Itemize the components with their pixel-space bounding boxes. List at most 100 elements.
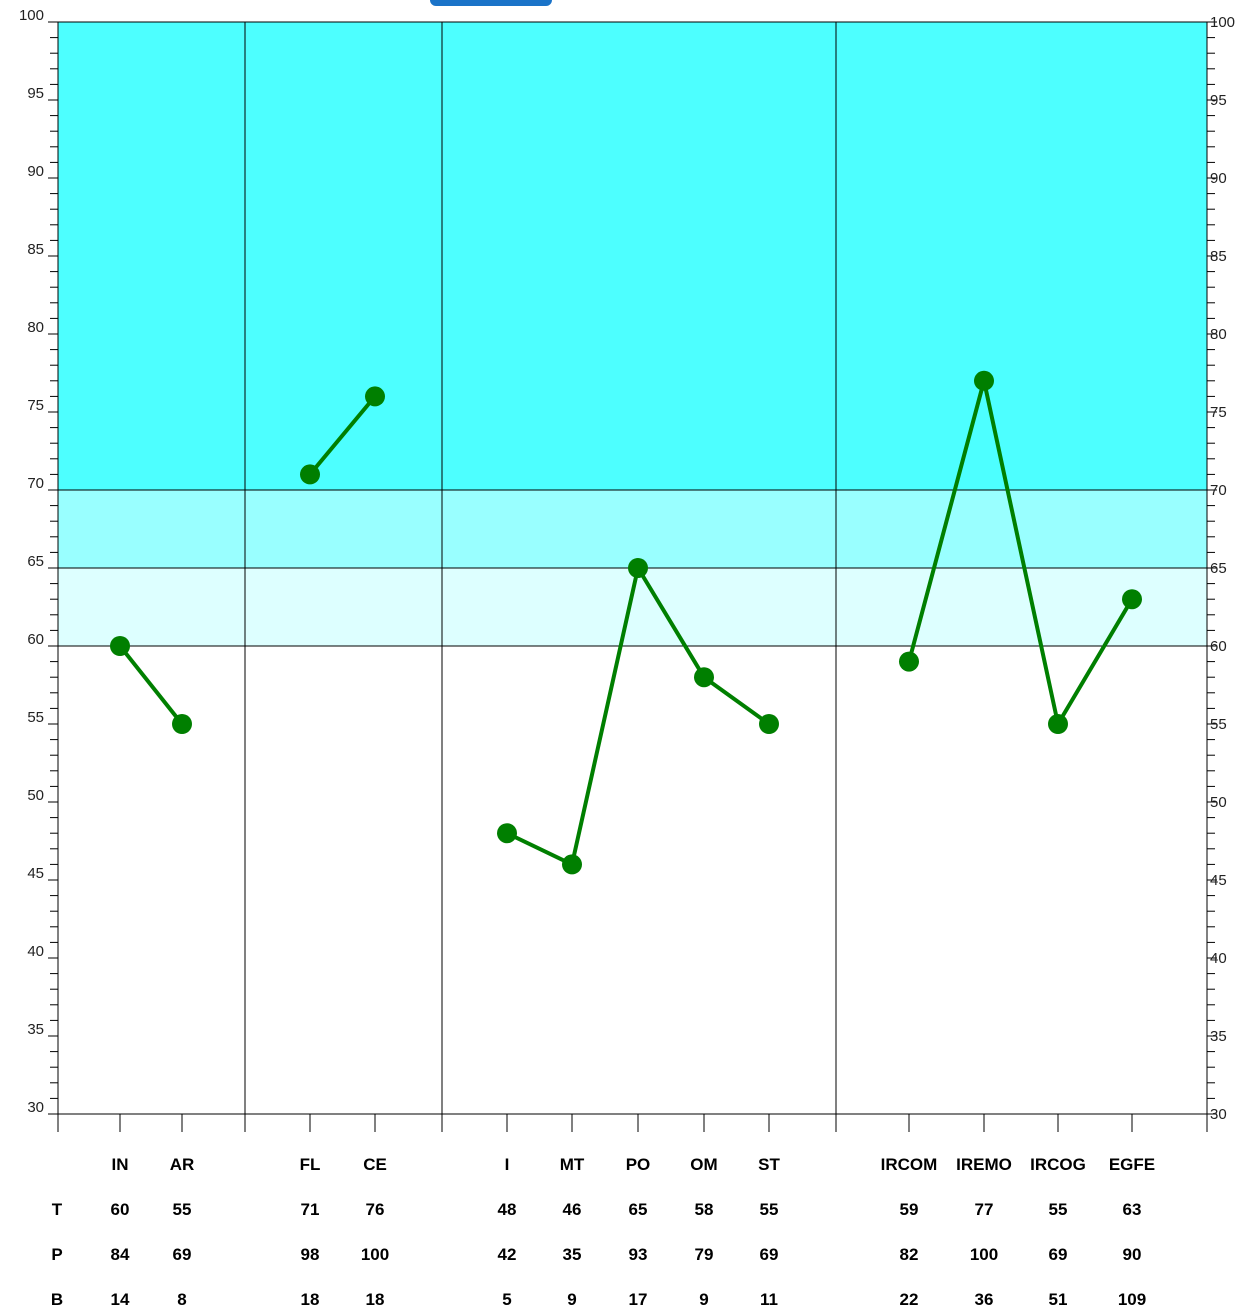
category-label-IREMO: IREMO [956, 1155, 1012, 1174]
y-tick-label-left: 85 [27, 241, 44, 258]
y-tick-label-right: 85 [1210, 248, 1227, 265]
data-point-IRCOM [899, 651, 919, 672]
category-label-EGFE: EGFE [1109, 1155, 1155, 1174]
y-tick-label-left: 35 [27, 1021, 44, 1038]
table-cell: 9 [699, 1290, 708, 1309]
y-tick-label-right: 100 [1210, 14, 1235, 31]
table-cell: 90 [1123, 1245, 1142, 1264]
y-tick-label-left: 30 [27, 1099, 44, 1116]
table-cell: 59 [900, 1200, 919, 1219]
y-tick-label-left: 45 [27, 865, 44, 882]
data-point-AR [172, 714, 192, 734]
table-cell: 93 [629, 1245, 648, 1264]
series-line-group-1 [118, 644, 184, 726]
table-cell: 55 [173, 1200, 192, 1219]
table-cell: 18 [301, 1290, 320, 1309]
data-point-FL [300, 464, 320, 485]
data-point-ST [759, 714, 779, 734]
y-tick-label-left: 80 [27, 319, 44, 336]
data-point-I [497, 823, 517, 844]
table-cell: 18 [366, 1290, 385, 1309]
y-tick-label-right: 60 [1210, 638, 1227, 655]
band-65-70 [58, 490, 1207, 568]
table-cell: 11 [760, 1290, 778, 1309]
table-cell: 65 [629, 1200, 648, 1219]
data-point-IRCOG [1048, 714, 1068, 734]
data-point-IN [110, 636, 130, 656]
table-cell: 42 [498, 1245, 517, 1264]
data-point-IREMO [974, 370, 994, 391]
y-tick-label-right: 65 [1210, 560, 1227, 577]
y-tick-label-right: 30 [1210, 1106, 1227, 1123]
table-cell: 58 [695, 1200, 714, 1219]
category-label-I: I [505, 1155, 510, 1174]
y-tick-label-right: 70 [1210, 482, 1227, 499]
y-tick-label-right: 80 [1210, 326, 1227, 343]
data-point-CE [365, 386, 385, 407]
table-cell: 5 [502, 1290, 511, 1309]
category-label-IRCOM: IRCOM [881, 1155, 938, 1174]
category-label-ST: ST [758, 1155, 780, 1174]
table-row-label-B: B [51, 1290, 63, 1309]
band-60-65 [58, 568, 1207, 646]
data-point-OM [694, 667, 714, 688]
table-row-label-P: P [51, 1245, 62, 1264]
category-label-CE: CE [363, 1155, 387, 1174]
table-cell: 55 [760, 1200, 779, 1219]
y-tick-label-right: 75 [1210, 404, 1227, 421]
table-cell: 48 [498, 1200, 517, 1219]
category-label-IN: IN [112, 1155, 129, 1174]
data-point-PO [628, 558, 648, 578]
category-label-FL: FL [300, 1155, 321, 1174]
y-tick-label-left: 60 [27, 631, 44, 648]
table-cell: 17 [629, 1290, 648, 1309]
data-point-MT [562, 854, 582, 875]
table-cell: 60 [111, 1200, 130, 1219]
table-cell: 69 [173, 1245, 192, 1264]
table-row-label-T: T [52, 1200, 63, 1219]
series-line-group-2 [308, 395, 377, 476]
y-tick-label-right: 45 [1210, 872, 1227, 889]
y-tick-label-left: 50 [27, 787, 44, 804]
table-cell: 76 [366, 1200, 385, 1219]
table-cell: 100 [361, 1245, 389, 1264]
table-cell: 69 [1049, 1245, 1068, 1264]
axes-layer [48, 21, 1217, 1132]
y-tick-label-left: 75 [27, 397, 44, 414]
y-tick-label-right: 90 [1210, 170, 1227, 187]
y-tick-label-right: 35 [1210, 1028, 1227, 1045]
table-cell: 98 [301, 1245, 320, 1264]
y-tick-label-left: 65 [27, 553, 44, 570]
table-cell: 46 [563, 1200, 582, 1219]
table-cell: 55 [1049, 1200, 1068, 1219]
table-cell: 36 [975, 1290, 994, 1309]
table-cell: 9 [567, 1290, 576, 1309]
y-tick-label-right: 40 [1210, 950, 1227, 967]
clipped-header-fragment [430, 0, 552, 6]
y-tick-label-left: 40 [27, 943, 44, 960]
table-cell: 100 [970, 1245, 998, 1264]
series-line-group-4 [907, 378, 1134, 726]
table-cell: 63 [1123, 1200, 1142, 1219]
y-tick-label-left: 55 [27, 709, 44, 726]
table-cell: 109 [1118, 1290, 1146, 1309]
score-table: T 60 55 71 76 48 46 65 58 55 59 77 55 63P 84 69 98 100 42 3… [51, 1200, 1146, 1309]
category-label-IRCOG: IRCOG [1030, 1155, 1086, 1174]
category-label-PO: PO [626, 1155, 651, 1174]
y-tick-label-right: 55 [1210, 716, 1227, 733]
data-point-EGFE [1122, 589, 1142, 610]
table-cell: 69 [760, 1245, 779, 1264]
table-cell: 82 [900, 1245, 919, 1264]
table-cell: 71 [301, 1200, 320, 1219]
y-tick-label-right: 95 [1210, 92, 1227, 109]
y-tick-label-right: 50 [1210, 794, 1227, 811]
table-cell: 8 [177, 1290, 186, 1309]
band-70-100 [58, 22, 1207, 490]
table-cell: 84 [111, 1245, 130, 1264]
y-tick-label-left: 100 [19, 7, 44, 24]
table-cell: 14 [111, 1290, 130, 1309]
table-cell: 51 [1049, 1290, 1068, 1309]
table-cell: 35 [563, 1245, 582, 1264]
y-tick-label-left: 70 [27, 475, 44, 492]
